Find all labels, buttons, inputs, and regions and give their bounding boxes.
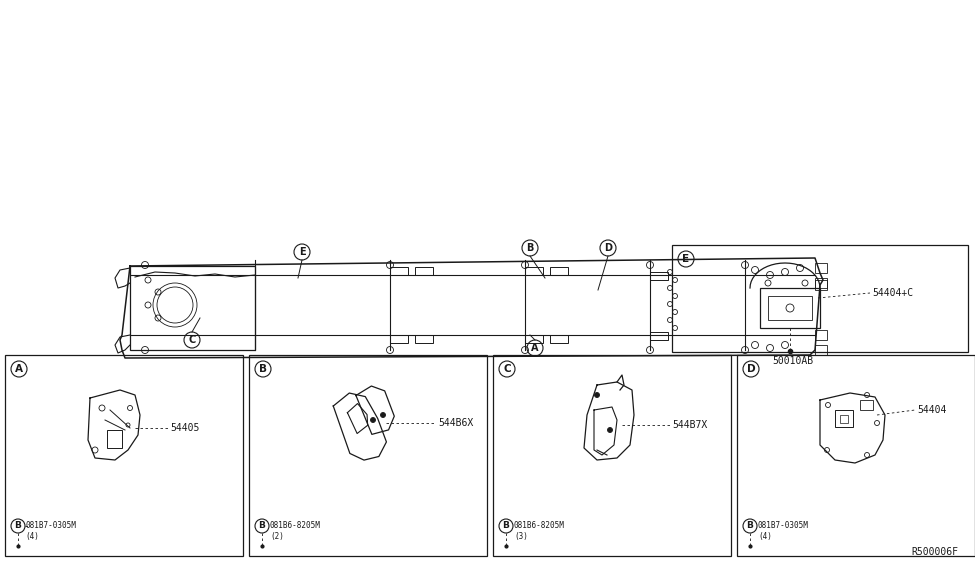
Text: 54404+C: 54404+C [872, 288, 914, 298]
Text: A: A [531, 343, 539, 353]
Circle shape [607, 427, 612, 432]
Bar [768, 296, 812, 320]
Bar [815, 278, 827, 288]
Text: C: C [188, 335, 196, 345]
Text: 544B6X: 544B6X [438, 418, 473, 428]
Bar [550, 335, 568, 343]
Text: E: E [298, 247, 305, 257]
Text: (3): (3) [514, 531, 527, 541]
Text: R500006F: R500006F [911, 547, 958, 557]
Bar [860, 400, 873, 410]
Bar [835, 410, 853, 427]
Text: 50010AB: 50010AB [772, 356, 813, 366]
Bar [550, 267, 568, 275]
Bar [415, 335, 433, 343]
Bar [650, 272, 668, 280]
Bar [815, 330, 827, 340]
Text: 081B7-0305M: 081B7-0305M [25, 521, 76, 530]
Bar [493, 355, 731, 556]
Text: B: B [747, 521, 754, 530]
Text: 081B7-0305M: 081B7-0305M [758, 521, 809, 530]
Text: 081B6-8205M: 081B6-8205M [270, 521, 321, 530]
Bar [130, 266, 255, 350]
Bar [815, 263, 827, 273]
Bar [815, 345, 827, 355]
Text: 544B7X: 544B7X [672, 420, 707, 430]
Bar [815, 280, 827, 290]
Text: B: B [15, 521, 21, 530]
Bar [840, 415, 848, 423]
Text: (4): (4) [758, 531, 772, 541]
Bar [525, 267, 543, 275]
Bar [390, 267, 408, 275]
Text: C: C [503, 364, 511, 374]
Text: B: B [259, 364, 267, 374]
Text: D: D [747, 364, 756, 374]
Bar [525, 335, 543, 343]
Text: (4): (4) [25, 531, 39, 541]
Bar [737, 355, 975, 556]
Bar [672, 245, 968, 352]
Bar [107, 430, 122, 448]
Circle shape [595, 392, 600, 397]
Text: A: A [15, 364, 23, 374]
Text: 54405: 54405 [170, 423, 199, 433]
Bar [390, 335, 408, 343]
Text: D: D [604, 243, 612, 253]
Text: B: B [502, 521, 509, 530]
Bar [415, 267, 433, 275]
Text: (2): (2) [270, 531, 284, 541]
Bar [650, 332, 668, 340]
Circle shape [380, 413, 385, 418]
Circle shape [370, 418, 375, 422]
Bar [760, 288, 820, 328]
Bar [5, 355, 243, 556]
Text: B: B [526, 243, 533, 253]
Text: B: B [258, 521, 265, 530]
Bar [249, 355, 487, 556]
Text: E: E [682, 254, 689, 264]
Text: 081B6-8205M: 081B6-8205M [514, 521, 565, 530]
Text: 54404: 54404 [917, 405, 947, 415]
